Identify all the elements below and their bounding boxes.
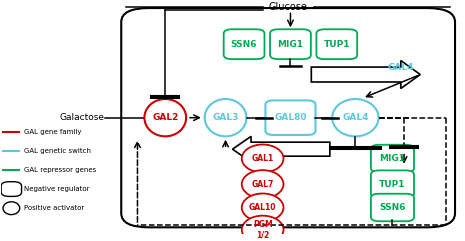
Text: GAL10: GAL10 [249,203,276,212]
Text: GAL2: GAL2 [152,113,179,122]
FancyBboxPatch shape [371,170,414,198]
Text: GAL4: GAL4 [388,63,414,72]
Text: Negative regulator: Negative regulator [24,186,89,192]
Text: TUP1: TUP1 [324,40,350,49]
Text: GAL4: GAL4 [342,113,369,122]
Text: Positive activator: Positive activator [24,205,84,211]
Ellipse shape [145,99,186,136]
Text: TUP1: TUP1 [379,180,405,189]
Polygon shape [232,136,330,162]
Ellipse shape [3,202,20,214]
Text: SSN6: SSN6 [231,40,257,49]
Text: PGM
1/2: PGM 1/2 [253,220,272,239]
Text: MIG1: MIG1 [379,154,405,163]
Ellipse shape [332,99,379,136]
Text: Galactose: Galactose [60,113,104,122]
Text: GAL80: GAL80 [274,113,307,122]
Ellipse shape [242,145,284,173]
Ellipse shape [205,99,246,136]
Ellipse shape [242,216,284,241]
Text: GAL gene family: GAL gene family [24,129,81,135]
Ellipse shape [242,194,284,221]
FancyBboxPatch shape [316,29,357,59]
FancyBboxPatch shape [270,29,311,59]
Text: GAL genetic switch: GAL genetic switch [24,148,91,154]
Text: GAL3: GAL3 [213,113,239,122]
Text: SSN6: SSN6 [379,203,405,212]
Polygon shape [311,60,420,88]
FancyBboxPatch shape [371,145,414,172]
FancyBboxPatch shape [371,194,414,221]
Text: GAL7: GAL7 [252,180,274,189]
Text: MIG1: MIG1 [278,40,304,49]
Text: Glucose: Glucose [269,2,307,12]
Ellipse shape [242,170,284,198]
Text: GAL repressor genes: GAL repressor genes [24,167,96,173]
Text: GAL1: GAL1 [252,154,274,163]
FancyBboxPatch shape [266,100,315,135]
FancyBboxPatch shape [224,29,265,59]
FancyBboxPatch shape [1,182,21,196]
